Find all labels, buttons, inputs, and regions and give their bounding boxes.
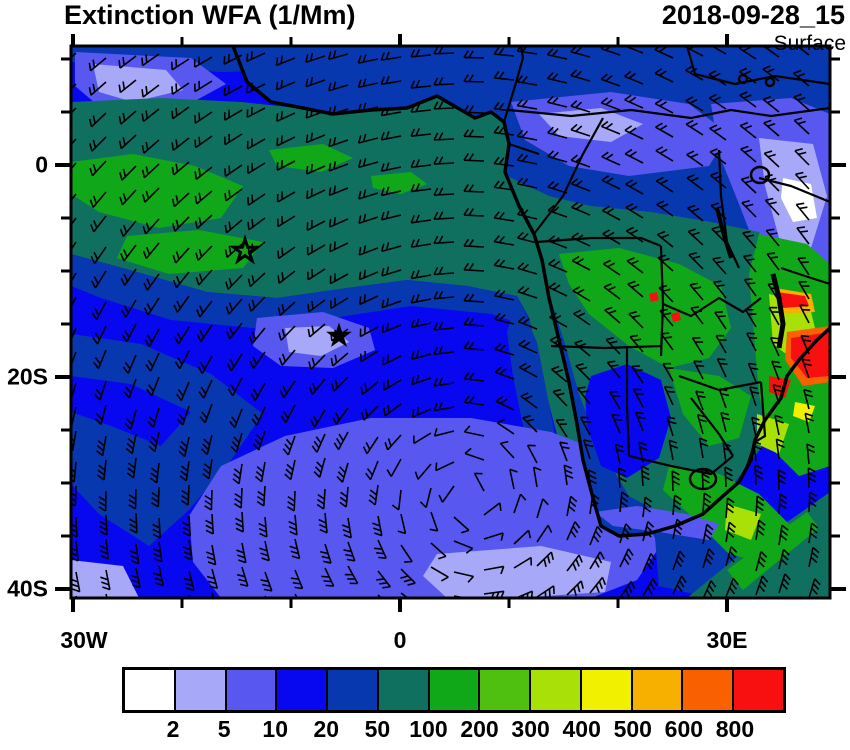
border-angola-north — [536, 236, 662, 248]
border-botswana-southafrica — [628, 454, 734, 476]
field-region-sw-blue-streak — [71, 376, 191, 446]
border-zimbabwe-botswana — [690, 397, 734, 457]
colorbar-cell-3 — [275, 670, 327, 710]
y-axis-label-0: 0 — [35, 151, 48, 178]
axis-ticks — [55, 34, 846, 612]
africa-coastline — [231, 46, 830, 538]
wind-barbs — [71, 46, 821, 598]
colorbar-cell-0 — [125, 670, 174, 710]
colorbar-label-7: 300 — [511, 716, 550, 742]
colorbar-label-0: 2 — [166, 716, 180, 742]
field-region-topleft-lavender — [93, 64, 183, 102]
field-region-darkblue-band-south — [71, 254, 533, 328]
field-region-red-speck-zambia1 — [649, 292, 659, 302]
star-outline-marker — [228, 234, 262, 265]
colorbar-cell-12 — [732, 670, 783, 710]
border-zimbabwe-mozambique — [754, 381, 767, 443]
border-sudan-lines — [685, 46, 830, 86]
star-filled-marker — [326, 322, 352, 347]
plot-datetime: 2018-09-28_15 — [661, 0, 845, 30]
colorbar-label-11: 800 — [715, 716, 755, 742]
colorbar-label-3: 20 — [313, 716, 340, 742]
field-region-red-speck-zambia2 — [671, 312, 681, 322]
border-angola-namibia — [550, 344, 662, 350]
lake-small-2 — [764, 76, 776, 88]
colorbar-label-1: 5 — [217, 716, 231, 742]
colorbar — [122, 667, 786, 713]
border-tanzania-south — [780, 266, 830, 286]
colorbar-cell-6 — [427, 670, 479, 710]
field-region-southcoast-periwinkle — [595, 506, 719, 540]
colorbar-cell-11 — [681, 670, 733, 710]
field-region-yellow-moz — [793, 402, 815, 422]
border-southafrica-mozambique — [738, 441, 757, 483]
colorbar-cell-2 — [224, 670, 276, 710]
field-region-green-band-west2 — [117, 230, 263, 274]
field-region-green-band-speck1 — [269, 144, 353, 172]
plot-level: Surface — [773, 32, 846, 55]
colorbar-label-4: 50 — [364, 716, 391, 742]
field-region-red-moz1 — [777, 292, 809, 308]
colorbar-label-10: 600 — [664, 716, 704, 742]
x-axis-label-2: 30E — [706, 627, 748, 653]
map-frame — [69, 44, 832, 600]
border-cameroon-gabon — [508, 142, 540, 156]
colorbar-label-8: 400 — [562, 716, 601, 742]
colorbar-cell-9 — [579, 670, 631, 710]
x-axis-label-0: 30W — [60, 627, 108, 653]
colorbar-label-2: 10 — [262, 716, 289, 742]
border-congo-drc — [533, 117, 604, 235]
x-axis-label-1: 0 — [393, 627, 407, 653]
border-drc-east — [717, 149, 740, 269]
field-region-red-moz2 — [791, 332, 830, 378]
border-car-horizontal — [508, 106, 830, 120]
map-field — [71, 46, 830, 598]
lake-tanganyika — [715, 207, 733, 259]
colorbar-label-9: 500 — [613, 716, 652, 742]
field-region-bottom-lavender — [423, 546, 611, 598]
field-region-green-angola-zambia — [559, 248, 731, 368]
colorbar-label-5: 100 — [409, 716, 448, 742]
colorbar-cell-8 — [529, 670, 580, 710]
colorbar-cell-5 — [376, 670, 428, 710]
colorbar-label-6: 200 — [460, 716, 499, 742]
border-namibia-botswana — [625, 348, 631, 457]
y-axis-label-2: 40S — [7, 575, 48, 602]
border-zambia-drc — [662, 296, 762, 318]
plot-title: Extinction WFA (1/Mm) — [64, 0, 356, 30]
colorbar-cell-4 — [326, 670, 377, 710]
colorbar-cell-1 — [173, 670, 225, 710]
colorbar-cell-10 — [630, 670, 682, 710]
y-axis-label-1: 20S — [7, 363, 48, 390]
colorbar-cell-7 — [478, 670, 530, 710]
lake-malawi — [770, 273, 786, 349]
field-region-coastal-darkblue — [507, 298, 557, 462]
